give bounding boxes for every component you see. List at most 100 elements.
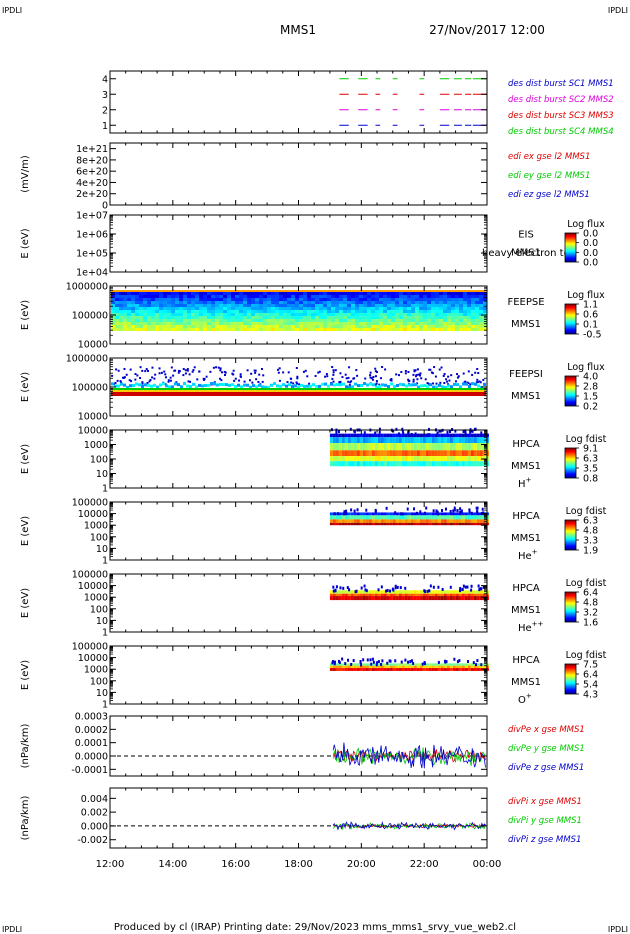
flux-cell (147, 319, 151, 322)
fdist-cell (398, 443, 402, 451)
fdist-cell (386, 663, 390, 666)
fdist-cell (452, 590, 456, 594)
flux-dot (151, 366, 154, 369)
flux-cell (427, 325, 431, 328)
flux-cell (231, 328, 235, 331)
flux-cell (369, 382, 372, 386)
flux-cell (131, 301, 135, 304)
flux-cell (431, 310, 435, 313)
y-tick-label: 100000 (72, 383, 108, 394)
flux-cell (199, 322, 203, 325)
fdist-spike (449, 585, 452, 589)
flux-cell (355, 292, 359, 295)
flux-cell (311, 319, 315, 322)
flux-cell (273, 382, 276, 386)
fdist-cell (380, 519, 384, 523)
flux-cell (355, 298, 359, 301)
flux-cell (179, 325, 183, 328)
flux-dot (476, 368, 479, 371)
fdist-cell (377, 456, 381, 462)
fdist-cell (335, 519, 339, 523)
fdist-spike (480, 663, 483, 667)
fdist-cell (482, 663, 486, 666)
fdist-cell (428, 519, 432, 523)
flux-cell (311, 316, 315, 319)
fdist-spike (345, 509, 348, 513)
fdist-spike (333, 512, 336, 516)
fdist-cell (374, 437, 378, 444)
flux-cell (451, 322, 455, 325)
fdist-spike (352, 659, 355, 663)
fdist-cell (470, 515, 474, 520)
flux-cell (159, 307, 163, 310)
fdist-cell (473, 596, 477, 601)
fdist-cell (374, 668, 378, 671)
flux-cell (427, 307, 431, 310)
flux-cell (363, 292, 367, 295)
colorbar-tick-label: 1.9 (583, 546, 598, 557)
flux-cell (291, 319, 295, 322)
fdist-cell (335, 443, 339, 451)
flux-cell (407, 295, 411, 298)
fdist-cell (431, 450, 435, 457)
fdist-cell (380, 456, 384, 462)
fdist-cell (338, 443, 342, 451)
fdist-cell (440, 596, 444, 601)
flux-cell (219, 325, 223, 328)
flux-cell (363, 322, 367, 325)
flux-cell (127, 325, 131, 328)
flux-cell (315, 298, 319, 301)
fdist-cell (437, 593, 441, 597)
flux-cell (171, 322, 175, 325)
flux-cell (141, 384, 144, 388)
flux-cell (155, 322, 159, 325)
flux-cell (444, 385, 447, 389)
fdist-cell (392, 668, 396, 671)
series-divpe-z (332, 742, 486, 769)
flux-cell (179, 316, 183, 319)
fdist-cell (455, 663, 459, 666)
fdist-cell (359, 515, 363, 520)
flux-dot (369, 374, 372, 377)
fdist-cell (455, 433, 459, 438)
fdist-cell (392, 437, 396, 444)
fdist-cell (398, 665, 402, 669)
flux-cell (367, 295, 371, 298)
flux-cell (439, 316, 443, 319)
fdist-cell (455, 515, 459, 520)
fdist-cell (455, 443, 459, 451)
flux-cell (307, 316, 311, 319)
flux-cell (251, 310, 255, 313)
fdist-spike (372, 660, 375, 664)
flux-cell (467, 310, 471, 313)
fdist-cell (428, 522, 432, 526)
flux-cell (279, 328, 283, 331)
fdist-cell (395, 456, 399, 462)
overlay-text: heavy electron to (482, 248, 570, 259)
fdist-cell (452, 433, 456, 438)
flux-cell (303, 325, 307, 328)
flux-cell (443, 298, 447, 301)
fdist-cell (437, 450, 441, 457)
fdist-spike (444, 507, 447, 511)
flux-dot (364, 377, 367, 380)
flux-cell (275, 295, 279, 298)
fdist-cell (347, 522, 351, 526)
fdist-cell (443, 433, 447, 438)
fdist-cell (353, 437, 357, 444)
flux-cell (475, 319, 479, 322)
fdist-cell (383, 668, 387, 671)
flux-cell (123, 313, 127, 316)
fdist-spike (462, 430, 465, 434)
fdist-cell (368, 668, 372, 671)
flux-cell (403, 304, 407, 307)
fdist-cell (437, 522, 441, 526)
flux-cell (247, 316, 251, 319)
fdist-cell (446, 437, 450, 444)
flux-cell (247, 295, 251, 298)
fdist-spike (400, 660, 403, 664)
flux-cell (261, 385, 264, 389)
flux-cell (303, 385, 306, 389)
flux-cell (199, 307, 203, 310)
colorbar-tick-label: 0.6 (583, 310, 598, 321)
